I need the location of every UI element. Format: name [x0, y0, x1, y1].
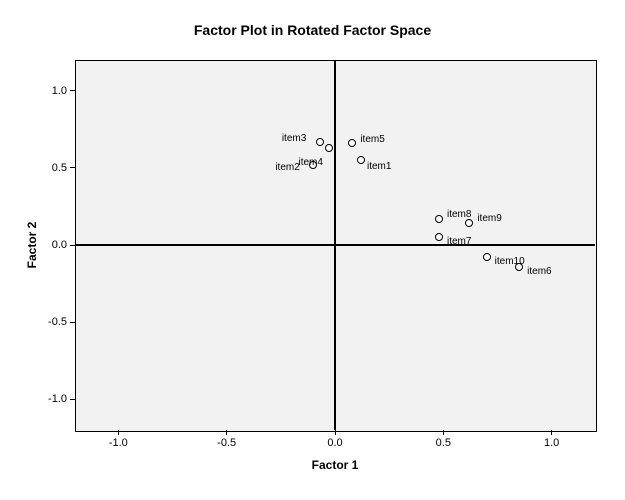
x-axis-label: Factor 1: [75, 458, 595, 472]
y-tick: [70, 399, 75, 400]
data-point: [435, 215, 443, 223]
x-tick: [118, 430, 119, 435]
data-point: [465, 219, 473, 227]
y-tick: [70, 322, 75, 323]
x-tick: [226, 430, 227, 435]
data-point: [325, 144, 333, 152]
data-point-label: item6: [527, 266, 551, 277]
y-tick-label: -1.0: [35, 393, 67, 405]
data-point-label: item4: [299, 157, 323, 168]
y-tick: [70, 167, 75, 168]
chart-title: Factor Plot in Rotated Factor Space: [0, 22, 625, 38]
x-tick-label: -1.0: [109, 437, 128, 449]
y-tick-label: 0.5: [35, 162, 67, 174]
x-tick: [443, 430, 444, 435]
y-tick-label: -0.5: [35, 316, 67, 328]
x-tick-label: 1.0: [544, 437, 559, 449]
data-point-label: item2: [275, 162, 299, 173]
x-tick-label: 0.5: [436, 437, 451, 449]
plot-area: [75, 60, 597, 432]
y-tick-label: 0.0: [35, 239, 67, 251]
y-axis-zero-line: [334, 60, 336, 430]
y-tick: [70, 245, 75, 246]
data-point-label: item3: [282, 133, 306, 144]
x-tick-label: 0.0: [327, 437, 342, 449]
y-tick-label: 1.0: [35, 85, 67, 97]
data-point-label: item9: [477, 213, 501, 224]
data-point: [357, 156, 365, 164]
y-axis-label: Factor 2: [25, 215, 39, 275]
data-point-label: item7: [447, 236, 471, 247]
x-tick: [335, 430, 336, 435]
data-point-label: item10: [495, 256, 525, 267]
x-tick-label: -0.5: [217, 437, 236, 449]
y-tick: [70, 90, 75, 91]
data-point-label: item8: [447, 209, 471, 220]
data-point: [316, 138, 324, 146]
data-point: [483, 253, 491, 261]
data-point: [348, 139, 356, 147]
x-tick: [551, 430, 552, 435]
data-point-label: item1: [367, 161, 391, 172]
data-point-label: item5: [360, 134, 384, 145]
data-point: [435, 233, 443, 241]
